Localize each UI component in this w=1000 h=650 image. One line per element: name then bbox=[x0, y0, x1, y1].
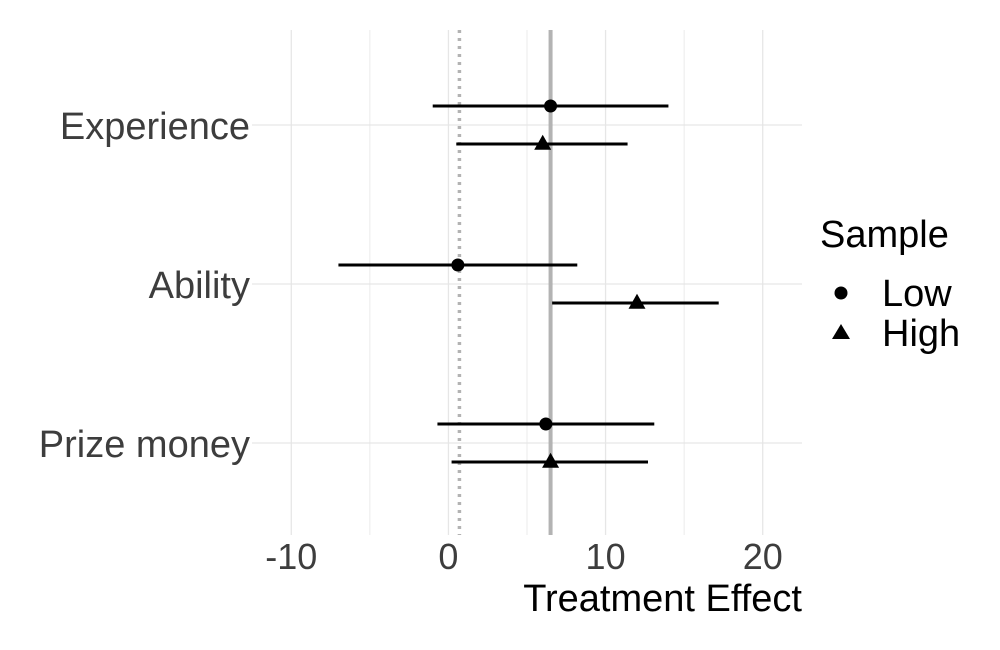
data-marks bbox=[338, 99, 719, 468]
point-high-triangle bbox=[534, 134, 552, 150]
legend-title: Sample bbox=[820, 214, 949, 256]
x-tick-label: 0 bbox=[438, 536, 458, 577]
x-tick-label: 20 bbox=[743, 536, 783, 577]
point-low-circle bbox=[451, 258, 465, 272]
y-tick-label: Prize money bbox=[39, 424, 250, 466]
point-low-circle bbox=[539, 417, 553, 431]
grid bbox=[252, 30, 802, 535]
legend-label-high: High bbox=[882, 313, 960, 355]
legend-key-circle bbox=[834, 286, 848, 300]
point-high-triangle bbox=[542, 452, 560, 468]
reference-lines bbox=[457, 30, 553, 535]
legend-label-low: Low bbox=[882, 273, 952, 315]
y-tick-label: Ability bbox=[149, 265, 250, 307]
point-low-circle bbox=[544, 99, 558, 113]
point-high-triangle bbox=[628, 293, 646, 309]
x-tick-label: 10 bbox=[586, 536, 626, 577]
y-tick-label: Experience bbox=[60, 106, 250, 148]
legend-key-triangle bbox=[832, 324, 850, 339]
x-axis-title: Treatment Effect bbox=[523, 578, 802, 620]
axis-labels: Experience Ability Prize money -10 0 10 20 bbox=[39, 106, 783, 577]
x-tick-label: -10 bbox=[265, 536, 317, 577]
